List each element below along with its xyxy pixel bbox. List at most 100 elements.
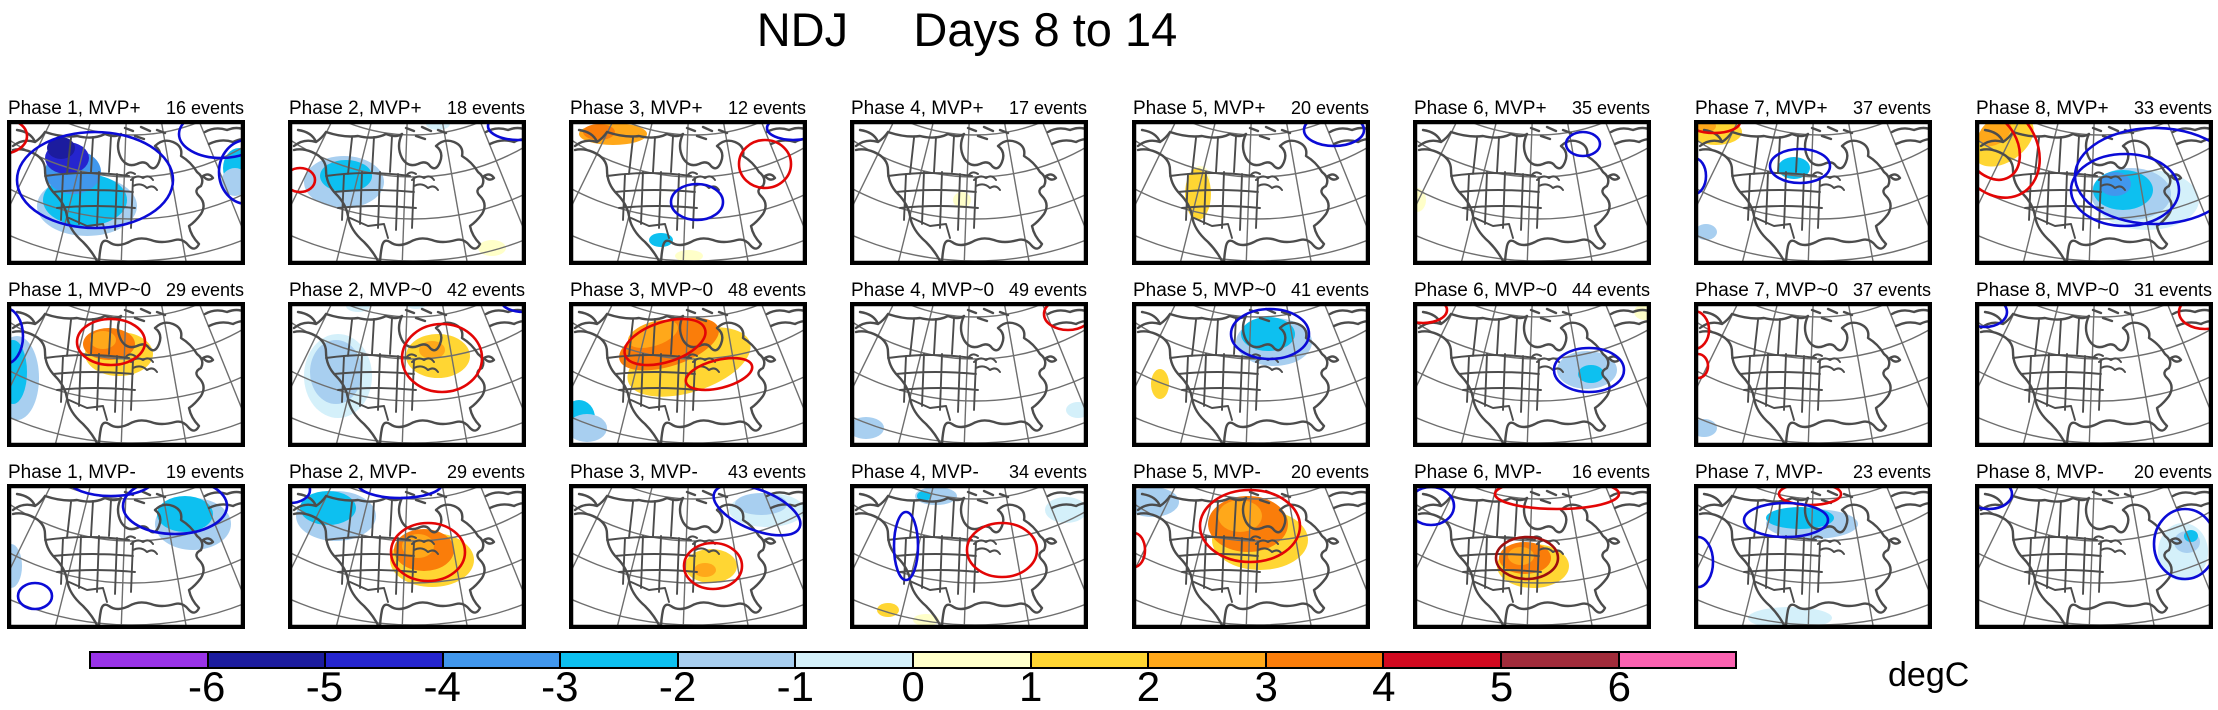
coastline xyxy=(292,489,526,629)
contour-line xyxy=(1552,346,1626,394)
anomaly-shading xyxy=(913,614,939,626)
panel-border xyxy=(569,484,807,629)
panel-event-count: 48 events xyxy=(727,280,806,300)
graticule-parallel xyxy=(1745,302,1893,318)
contour-line xyxy=(1042,302,1088,332)
graticule-meridian xyxy=(682,484,689,629)
colorbar-tick-label: -2 xyxy=(658,663,697,710)
graticule-parallel xyxy=(1975,501,2213,542)
panel-border xyxy=(1694,302,1932,447)
coastline xyxy=(573,307,807,447)
graticule-parallel xyxy=(850,319,1088,360)
state-borders xyxy=(44,499,136,603)
panel-border xyxy=(7,120,245,265)
panel-event-count: 20 events xyxy=(2133,462,2212,482)
panel-title: Phase 1, MVP- xyxy=(8,462,136,483)
anomaly-shading xyxy=(917,491,931,501)
panel-title: Phase 8, MVP+ xyxy=(1976,98,2109,119)
anomaly-shading xyxy=(627,320,679,348)
state-borders xyxy=(2012,317,2104,421)
figure-title: NDJ Days 8 to 14 xyxy=(756,3,1178,56)
graticule-parallel xyxy=(288,137,526,178)
map-panel-phase2-mvp-zero: Phase 2, MVP~0 42 events xyxy=(288,277,526,447)
contour-line xyxy=(68,484,154,498)
graticule-meridian xyxy=(896,120,935,265)
graticule-meridian xyxy=(1178,302,1217,447)
graticule-meridian xyxy=(1847,302,1875,447)
graticule-parallel xyxy=(1413,319,1651,360)
panel-title: Phase 3, MVP+ xyxy=(570,98,703,119)
contour-line xyxy=(75,317,147,367)
anomaly-shading xyxy=(1151,369,1169,399)
colorbar-segment xyxy=(326,653,444,667)
graticule-meridian xyxy=(1807,120,1814,265)
map-canvas xyxy=(7,484,245,629)
graticule-meridian xyxy=(963,484,970,629)
contour-line xyxy=(486,120,526,142)
contour-line xyxy=(2073,126,2213,226)
anomaly-shading xyxy=(47,137,75,159)
panel-label: Phase 4, MVP- 34 events xyxy=(850,459,1088,484)
contour-line xyxy=(765,120,807,142)
map-canvas xyxy=(1694,484,1932,629)
graticule-parallel xyxy=(2026,302,2174,318)
great-lakes xyxy=(967,353,1001,373)
contour-line xyxy=(1694,156,1708,196)
contour-line xyxy=(217,138,245,206)
map-canvas xyxy=(1132,120,1370,265)
great-lakes xyxy=(967,171,1001,191)
contour-line xyxy=(669,182,725,222)
graticule-meridian xyxy=(1003,302,1031,447)
anomaly-shading xyxy=(1218,500,1262,532)
graticule-parallel xyxy=(1464,484,1612,500)
great-lakes xyxy=(124,171,158,191)
graticule-meridian xyxy=(1807,302,1814,447)
contour-line xyxy=(1975,120,2022,182)
coastline xyxy=(1698,489,1932,629)
graticule-parallel xyxy=(58,120,206,136)
panel-event-count: 37 events xyxy=(1852,98,1931,118)
graticule-parallel xyxy=(1464,302,1612,318)
panel-event-count: 43 events xyxy=(727,462,806,482)
graticule-meridian xyxy=(401,302,408,447)
anomaly-shading xyxy=(1578,365,1604,383)
map-panel-phase3-mvp-minus: Phase 3, MVP- 43 events xyxy=(569,459,807,629)
panel-title: Phase 5, MVP- xyxy=(1133,462,1261,483)
coastline xyxy=(1417,307,1651,447)
graticule-parallel xyxy=(569,501,807,542)
coastline xyxy=(1698,307,1932,447)
graticule-parallel xyxy=(620,302,768,318)
panel-title: Phase 4, MVP~0 xyxy=(851,280,995,301)
colorbar-segment xyxy=(91,653,209,667)
panel-event-count: 20 events xyxy=(1290,462,1369,482)
coastline xyxy=(854,307,1088,447)
great-lakes xyxy=(1811,353,1845,373)
anomaly-shading xyxy=(649,233,673,247)
contour-line xyxy=(892,510,920,582)
graticule-meridian xyxy=(2088,302,2095,447)
contour-line xyxy=(682,541,744,591)
map-canvas xyxy=(288,302,526,447)
graticule-parallel xyxy=(620,120,768,136)
graticule-meridian xyxy=(1459,302,1498,447)
colorbar-segment xyxy=(443,653,562,667)
map-panel-phase7-mvp-zero: Phase 7, MVP~0 37 events xyxy=(1694,277,1932,447)
graticule-meridian xyxy=(1740,302,1779,447)
colorbar-segment xyxy=(1384,653,1502,667)
graticule-meridian xyxy=(1566,484,1594,629)
panel-label: Phase 3, MVP+ 12 events xyxy=(569,95,807,120)
contour-line xyxy=(965,521,1039,579)
graticule-parallel xyxy=(2026,120,2174,136)
map-panel-phase6-mvp-minus: Phase 6, MVP- 16 events xyxy=(1413,459,1651,629)
graticule-parallel xyxy=(901,120,1049,136)
graticule-meridian xyxy=(1245,302,1252,447)
graticule-meridian xyxy=(2128,484,2156,629)
contour-line xyxy=(7,306,25,366)
graticule-meridian xyxy=(401,120,408,265)
contour-line xyxy=(1694,309,1711,351)
colorbar-tick-label: -1 xyxy=(776,663,814,710)
map-canvas xyxy=(1413,302,1651,447)
panel-label: Phase 8, MVP+ 33 events xyxy=(1975,95,2213,120)
graticule-meridian xyxy=(1285,120,1313,265)
panel-title: Phase 7, MVP~0 xyxy=(1695,280,1839,301)
